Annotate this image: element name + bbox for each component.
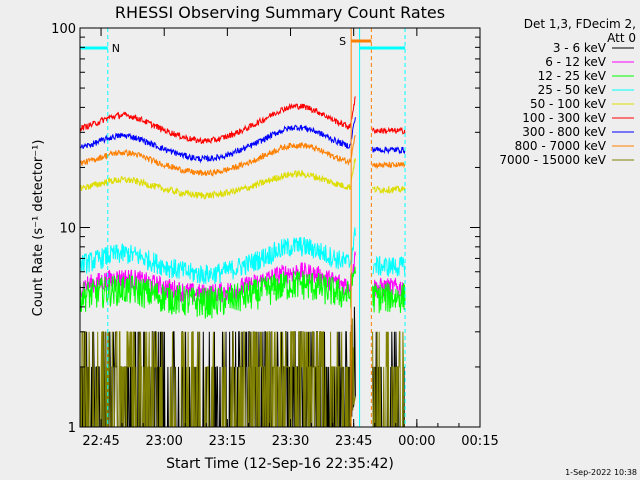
series-12-25-kev	[79, 266, 406, 319]
series-line	[79, 135, 406, 177]
x-axis-label: Start Time (12-Sep-16 22:35:42)	[166, 456, 394, 472]
x-tick-label: 22:45	[82, 434, 119, 449]
legend-entry-label: 6 - 12 keV	[545, 55, 607, 69]
series-50-100-kev	[79, 158, 406, 200]
legend-header-line-2: Att 0	[607, 31, 636, 45]
legend-entry-label: 7000 - 15000 keV	[499, 153, 606, 167]
legend-entry-label: 300 - 800 keV	[522, 125, 606, 139]
legend-entry-label: 12 - 25 keV	[538, 69, 607, 83]
plot-area: NS	[79, 28, 406, 428]
series-300-800-kev	[79, 117, 406, 164]
annotation-label-saa: S	[339, 35, 346, 48]
annotation-layer: NS	[80, 35, 406, 55]
y-tick-label: 10	[59, 222, 76, 237]
x-tick-label: 23:00	[145, 434, 182, 449]
legend-entry-label: 3 - 6 keV	[553, 41, 607, 55]
chart-title: RHESSI Observing Summary Count Rates	[115, 3, 445, 22]
series-layer	[79, 96, 406, 428]
series-25-50-kev	[79, 227, 406, 285]
annotation-label-night: N	[112, 42, 120, 55]
x-tick-label: 23:15	[209, 434, 246, 449]
y-tick-label: 1	[68, 421, 76, 436]
legend-entry-label: 50 - 100 keV	[530, 97, 607, 111]
footer-date: 1-Sep-2022 10:38	[565, 468, 637, 477]
series-800-7000-kev	[79, 135, 406, 177]
legend-entry-label: 25 - 50 keV	[538, 83, 607, 97]
legend-entry-label: 100 - 300 keV	[522, 111, 606, 125]
legend-entry-label: 800 - 7000 keV	[515, 139, 607, 153]
series-100-300-kev	[79, 96, 406, 145]
x-tick-label: 00:15	[461, 434, 498, 449]
series-line	[79, 266, 406, 319]
x-tick-label: 23:30	[272, 434, 309, 449]
y-axis-label: Count Rate (s⁻¹ detector⁻¹)	[31, 140, 46, 317]
x-tick-label: 23:45	[335, 434, 372, 449]
y-tick-label: 100	[51, 22, 76, 37]
series-line	[79, 227, 406, 285]
marker-layer	[107, 28, 406, 427]
x-tick-label: 00:00	[398, 434, 435, 449]
series-line	[79, 96, 406, 145]
series-line	[79, 117, 406, 164]
legend-header-line-1: Det 1,3, FDecim 2,	[524, 17, 636, 31]
axis-layer: 22:45 23:00 23:15 23:30 23:45 00:00 00:15 1 10 10…	[51, 22, 499, 449]
series-line	[79, 158, 406, 200]
